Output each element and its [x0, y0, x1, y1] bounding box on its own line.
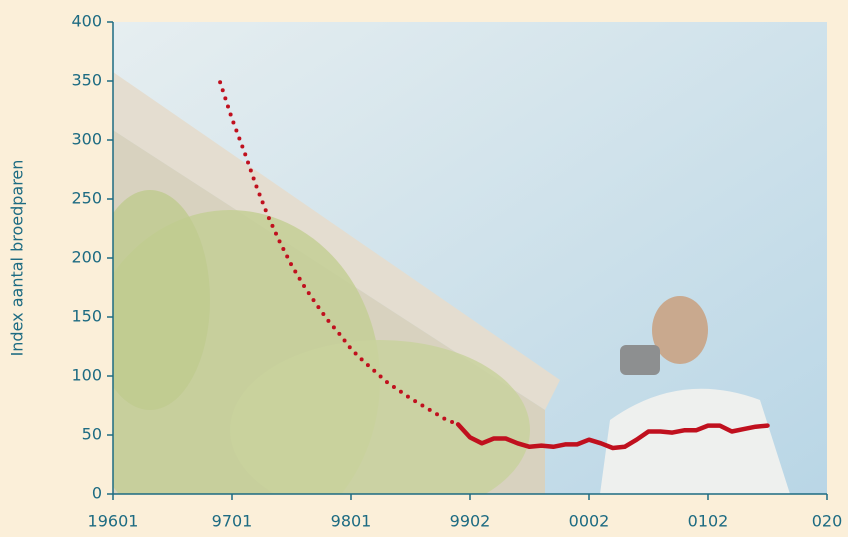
y-tick-label: 300 — [71, 130, 102, 149]
y-axis-label: Index aantal broedparen — [8, 160, 27, 357]
y-tick-label: 200 — [71, 248, 102, 267]
y-tick-label: 50 — [82, 425, 102, 444]
x-tick-label: 9902 — [450, 512, 491, 531]
y-tick-label: 250 — [71, 189, 102, 208]
y-tick-label: 100 — [71, 366, 102, 385]
chart: Index aantal broedparen 0 50 100 150 200 250 3… — [0, 0, 848, 537]
x-tick-label: 0102 — [688, 512, 729, 531]
y-tick-label: 400 — [71, 12, 102, 31]
y-tick-label: 350 — [71, 71, 102, 90]
page: {"chart_data": {"type": "line", "y_label… — [0, 0, 848, 537]
y-tick-label: 150 — [71, 307, 102, 326]
background-photo — [80, 22, 827, 537]
y-tick-label: 0 — [92, 484, 102, 503]
x-tick-label: 9801 — [331, 512, 372, 531]
x-tick-label: 020 — [812, 512, 843, 531]
x-tick-label: 19601 — [88, 512, 139, 531]
x-tick-label: 0002 — [569, 512, 610, 531]
x-tick-label: 9701 — [212, 512, 253, 531]
